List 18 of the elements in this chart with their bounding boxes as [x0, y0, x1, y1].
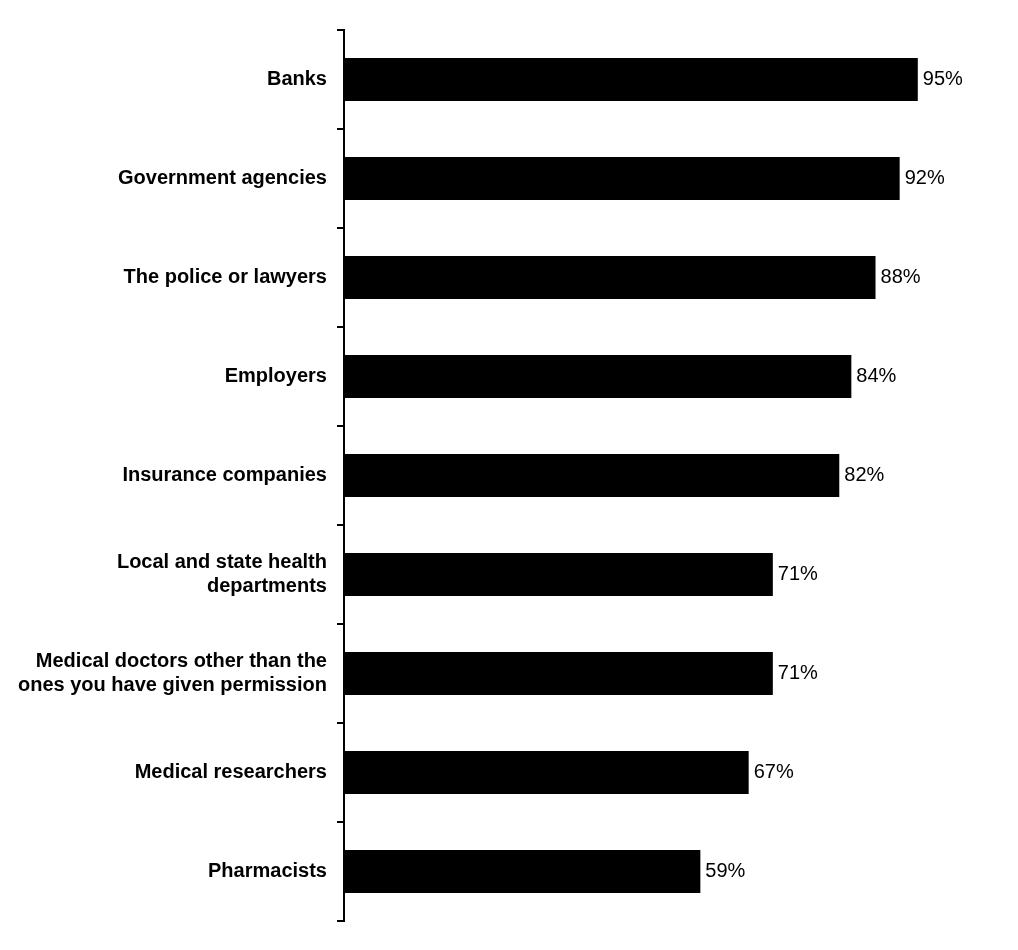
- data-label: 84%: [856, 364, 897, 387]
- y-tick-label: Government agencies: [118, 166, 327, 189]
- data-label: 59%: [705, 859, 746, 882]
- y-tick-label: Insurance companies: [122, 463, 327, 486]
- data-label: 95%: [922, 67, 964, 90]
- data-label: 71%: [777, 661, 819, 684]
- data-label: 92%: [904, 166, 945, 189]
- y-tick-label: Local and state health departments: [116, 550, 327, 597]
- data-label: 82%: [844, 463, 885, 486]
- y-tick-label: Pharmacists: [208, 859, 327, 882]
- y-tick-label: Medical researchers: [134, 760, 327, 783]
- y-tick-label: Medical doctors other than the ones you have given permission: [18, 649, 327, 696]
- data-label: 71%: [777, 562, 819, 585]
- y-tick-label: Employers: [224, 364, 327, 387]
- data-label: 88%: [880, 265, 921, 288]
- y-tick-label: The police or lawyers: [123, 265, 327, 288]
- data-label: 67%: [753, 760, 794, 783]
- y-tick-label: Banks: [266, 67, 327, 90]
